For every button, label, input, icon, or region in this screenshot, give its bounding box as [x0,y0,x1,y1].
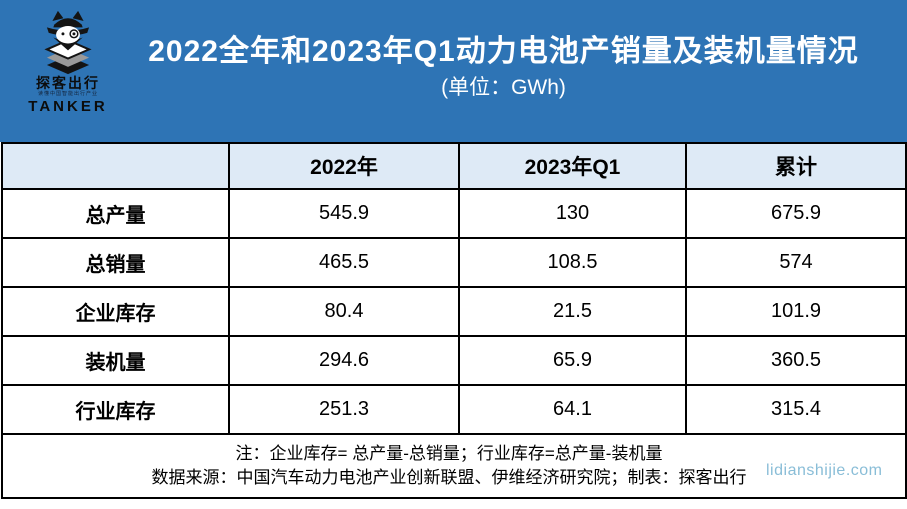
cell-value: 251.3 [228,384,460,435]
row-label: 企业库存 [1,286,230,337]
cell-value: 64.1 [458,384,687,435]
cell-value: 545.9 [228,188,460,239]
header-band: 探客出行 读懂中国智能出行产业 TANKER 2022全年和2023年Q1动力电… [0,0,907,142]
note-formula: 注：企业库存= 总产量-总销量；行业库存=总产量-装机量 [235,444,663,463]
logo-brand: TANKER [28,98,108,115]
cell-value: 130 [458,188,687,239]
cell-value: 574 [685,237,907,288]
battery-data-table-wrap: 2022年 2023年Q1 累计 总产量 545.9 130 675.9 总销量… [1,142,907,499]
cell-value: 294.6 [228,335,460,386]
table-notes-cell: 注：企业库存= 总产量-总销量；行业库存=总产量-装机量 数据来源：中国汽车动力… [1,433,907,499]
table-row: 企业库存 80.4 21.5 101.9 [1,286,907,337]
tanker-mascot-icon [44,10,92,75]
column-header-2023q1: 2023年Q1 [458,142,687,190]
row-label: 总产量 [1,188,230,239]
table-header-row: 2022年 2023年Q1 累计 [1,142,907,190]
table-notes-row: 注：企业库存= 总产量-总销量；行业库存=总产量-装机量 数据来源：中国汽车动力… [1,433,907,499]
cell-value: 675.9 [685,188,907,239]
table-row: 行业库存 251.3 64.1 315.4 [1,384,907,435]
cell-value: 101.9 [685,286,907,337]
cell-value: 65.9 [458,335,687,386]
header-titles: 2022全年和2023年Q1动力电池产销量及装机量情况 (单位：GWh) [110,0,897,142]
cell-value: 360.5 [685,335,907,386]
battery-data-table: 2022年 2023年Q1 累计 总产量 545.9 130 675.9 总销量… [1,142,907,499]
cell-value: 80.4 [228,286,460,337]
table-row: 总产量 545.9 130 675.9 [1,188,907,239]
column-header-2022: 2022年 [228,142,460,190]
cell-value: 465.5 [228,237,460,288]
logo-name: 探客出行 [36,75,100,91]
row-label: 装机量 [1,335,230,386]
note-data-source: 数据来源：中国汽车动力电池产业创新联盟、伊维经济研究院；制表：探客出行 [151,468,747,487]
table-row: 总销量 465.5 108.5 574 [1,237,907,288]
row-label: 总销量 [1,237,230,288]
logo-tagline: 读懂中国智能出行产业 [37,91,98,97]
table-row: 装机量 294.6 65.9 360.5 [1,335,907,386]
cell-value: 315.4 [685,384,907,435]
column-header-blank [1,142,230,190]
cell-value: 108.5 [458,237,687,288]
page-subtitle: (单位：GWh) [441,76,566,99]
page-title: 2022全年和2023年Q1动力电池产销量及装机量情况 [148,35,859,68]
row-label: 行业库存 [1,384,230,435]
brand-logo: 探客出行 读懂中国智能出行产业 TANKER [18,10,118,115]
column-header-total: 累计 [685,142,907,190]
cell-value: 21.5 [458,286,687,337]
